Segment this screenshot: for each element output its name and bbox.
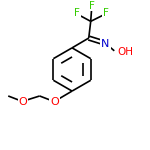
Text: F: F [102, 9, 108, 18]
Text: OH: OH [117, 47, 133, 57]
Text: O: O [19, 97, 27, 107]
Text: F: F [74, 9, 80, 18]
Text: F: F [89, 1, 95, 11]
Text: N: N [101, 39, 110, 49]
Text: O: O [50, 97, 59, 107]
